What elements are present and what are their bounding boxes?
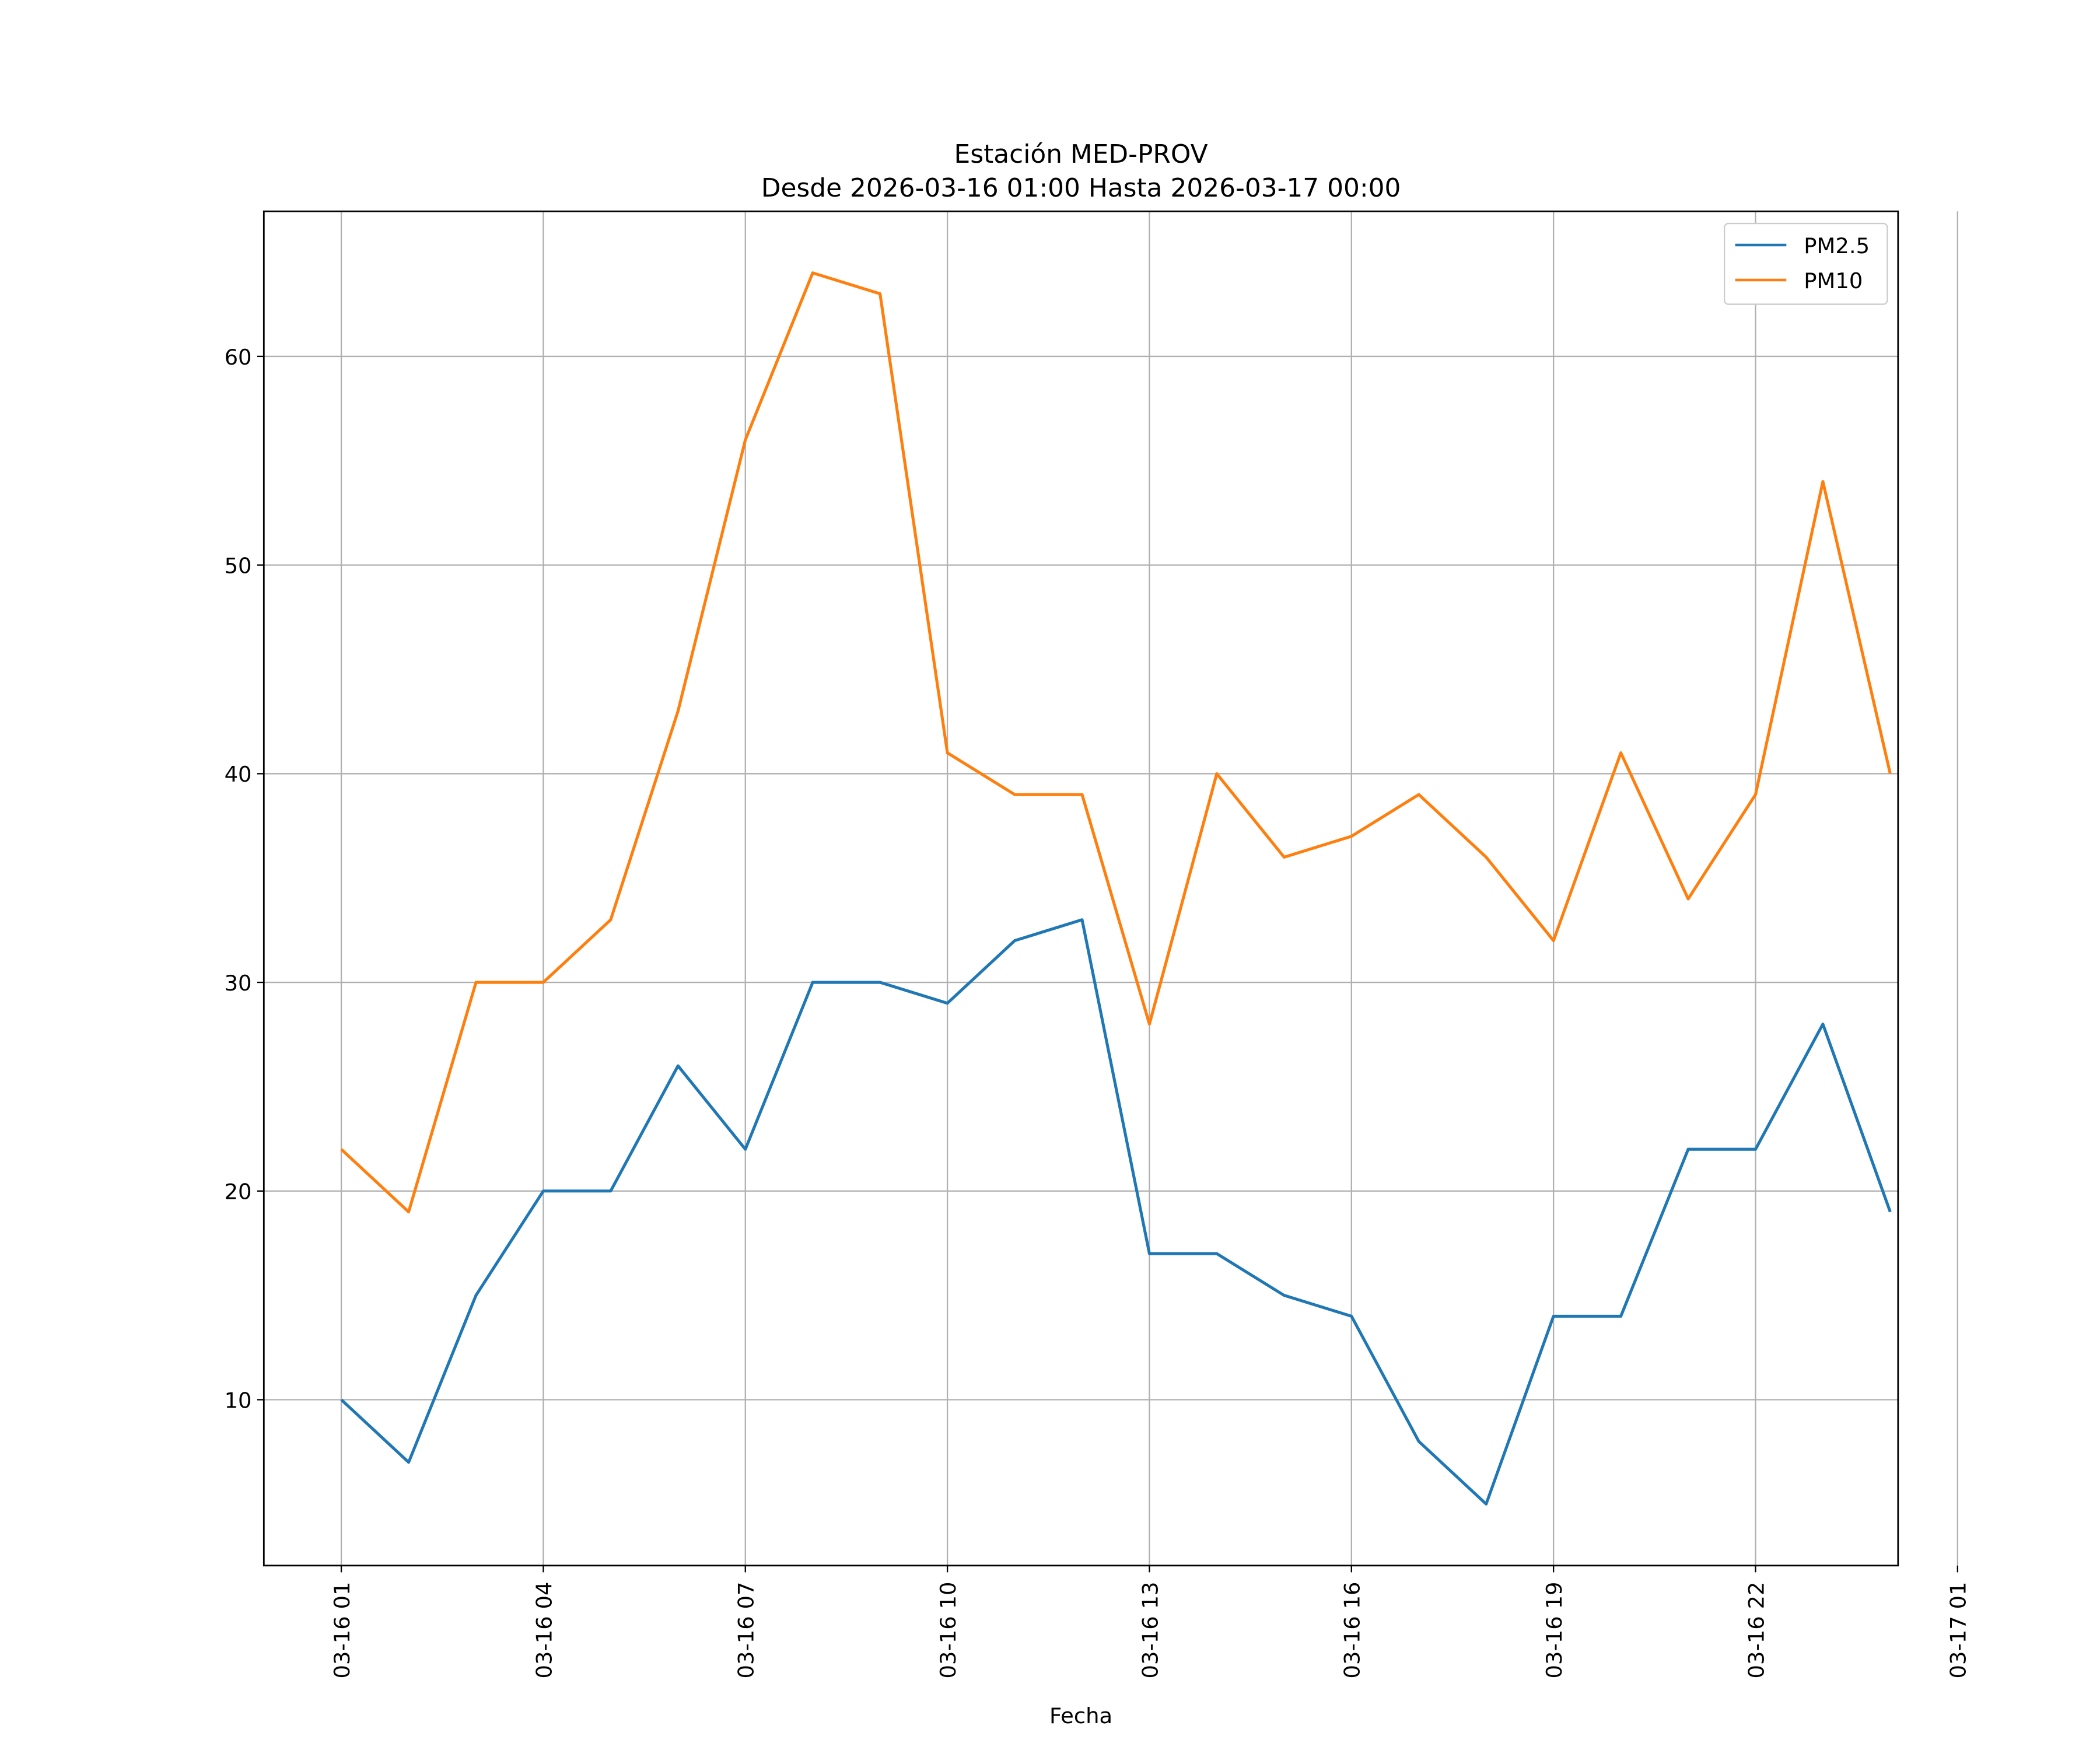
y-tick-label: 50 <box>225 553 252 578</box>
y-tick-label: 20 <box>225 1180 252 1205</box>
series-line-pm25 <box>340 918 1892 1506</box>
y-tick-label: 60 <box>225 345 252 370</box>
x-tick-label: 03-16 16 <box>1340 1582 1365 1679</box>
series-lines <box>340 271 1892 1506</box>
x-tick-label: 03-16 01 <box>330 1582 355 1679</box>
legend-label-pm25: PM2.5 <box>1804 233 1870 258</box>
y-axis: 10 20 30 40 50 60 <box>225 345 264 1413</box>
chart-title: Estación MED-PROV <box>954 139 1208 169</box>
plot-frame <box>262 210 1899 1567</box>
x-tick-label: 03-16 19 <box>1542 1582 1567 1679</box>
series-line-pm10 <box>340 271 1892 1214</box>
legend-label-pm10: PM10 <box>1804 268 1863 293</box>
x-axis-label: Fecha <box>1049 1703 1112 1728</box>
legend: PM2.5 PM10 <box>1723 222 1888 305</box>
chart-subtitle: Desde 2026-03-16 01:00 Hasta 2026-03-17 … <box>761 173 1401 203</box>
x-tick-label: 03-16 22 <box>1744 1582 1769 1679</box>
x-tick-label: 03-16 04 <box>531 1582 556 1679</box>
y-tick-label: 30 <box>225 971 252 996</box>
y-tick-label: 10 <box>225 1388 252 1413</box>
x-tick-label: 03-17 01 <box>1946 1582 1971 1679</box>
x-tick-label: 03-16 13 <box>1138 1582 1163 1679</box>
x-tick-label: 03-16 07 <box>734 1582 759 1679</box>
x-axis: 03-16 01 03-16 04 03-16 07 03-16 10 03-16 13… <box>330 1565 1971 1679</box>
y-tick-label: 40 <box>225 762 252 787</box>
x-tick-label: 03-16 10 <box>936 1582 961 1679</box>
